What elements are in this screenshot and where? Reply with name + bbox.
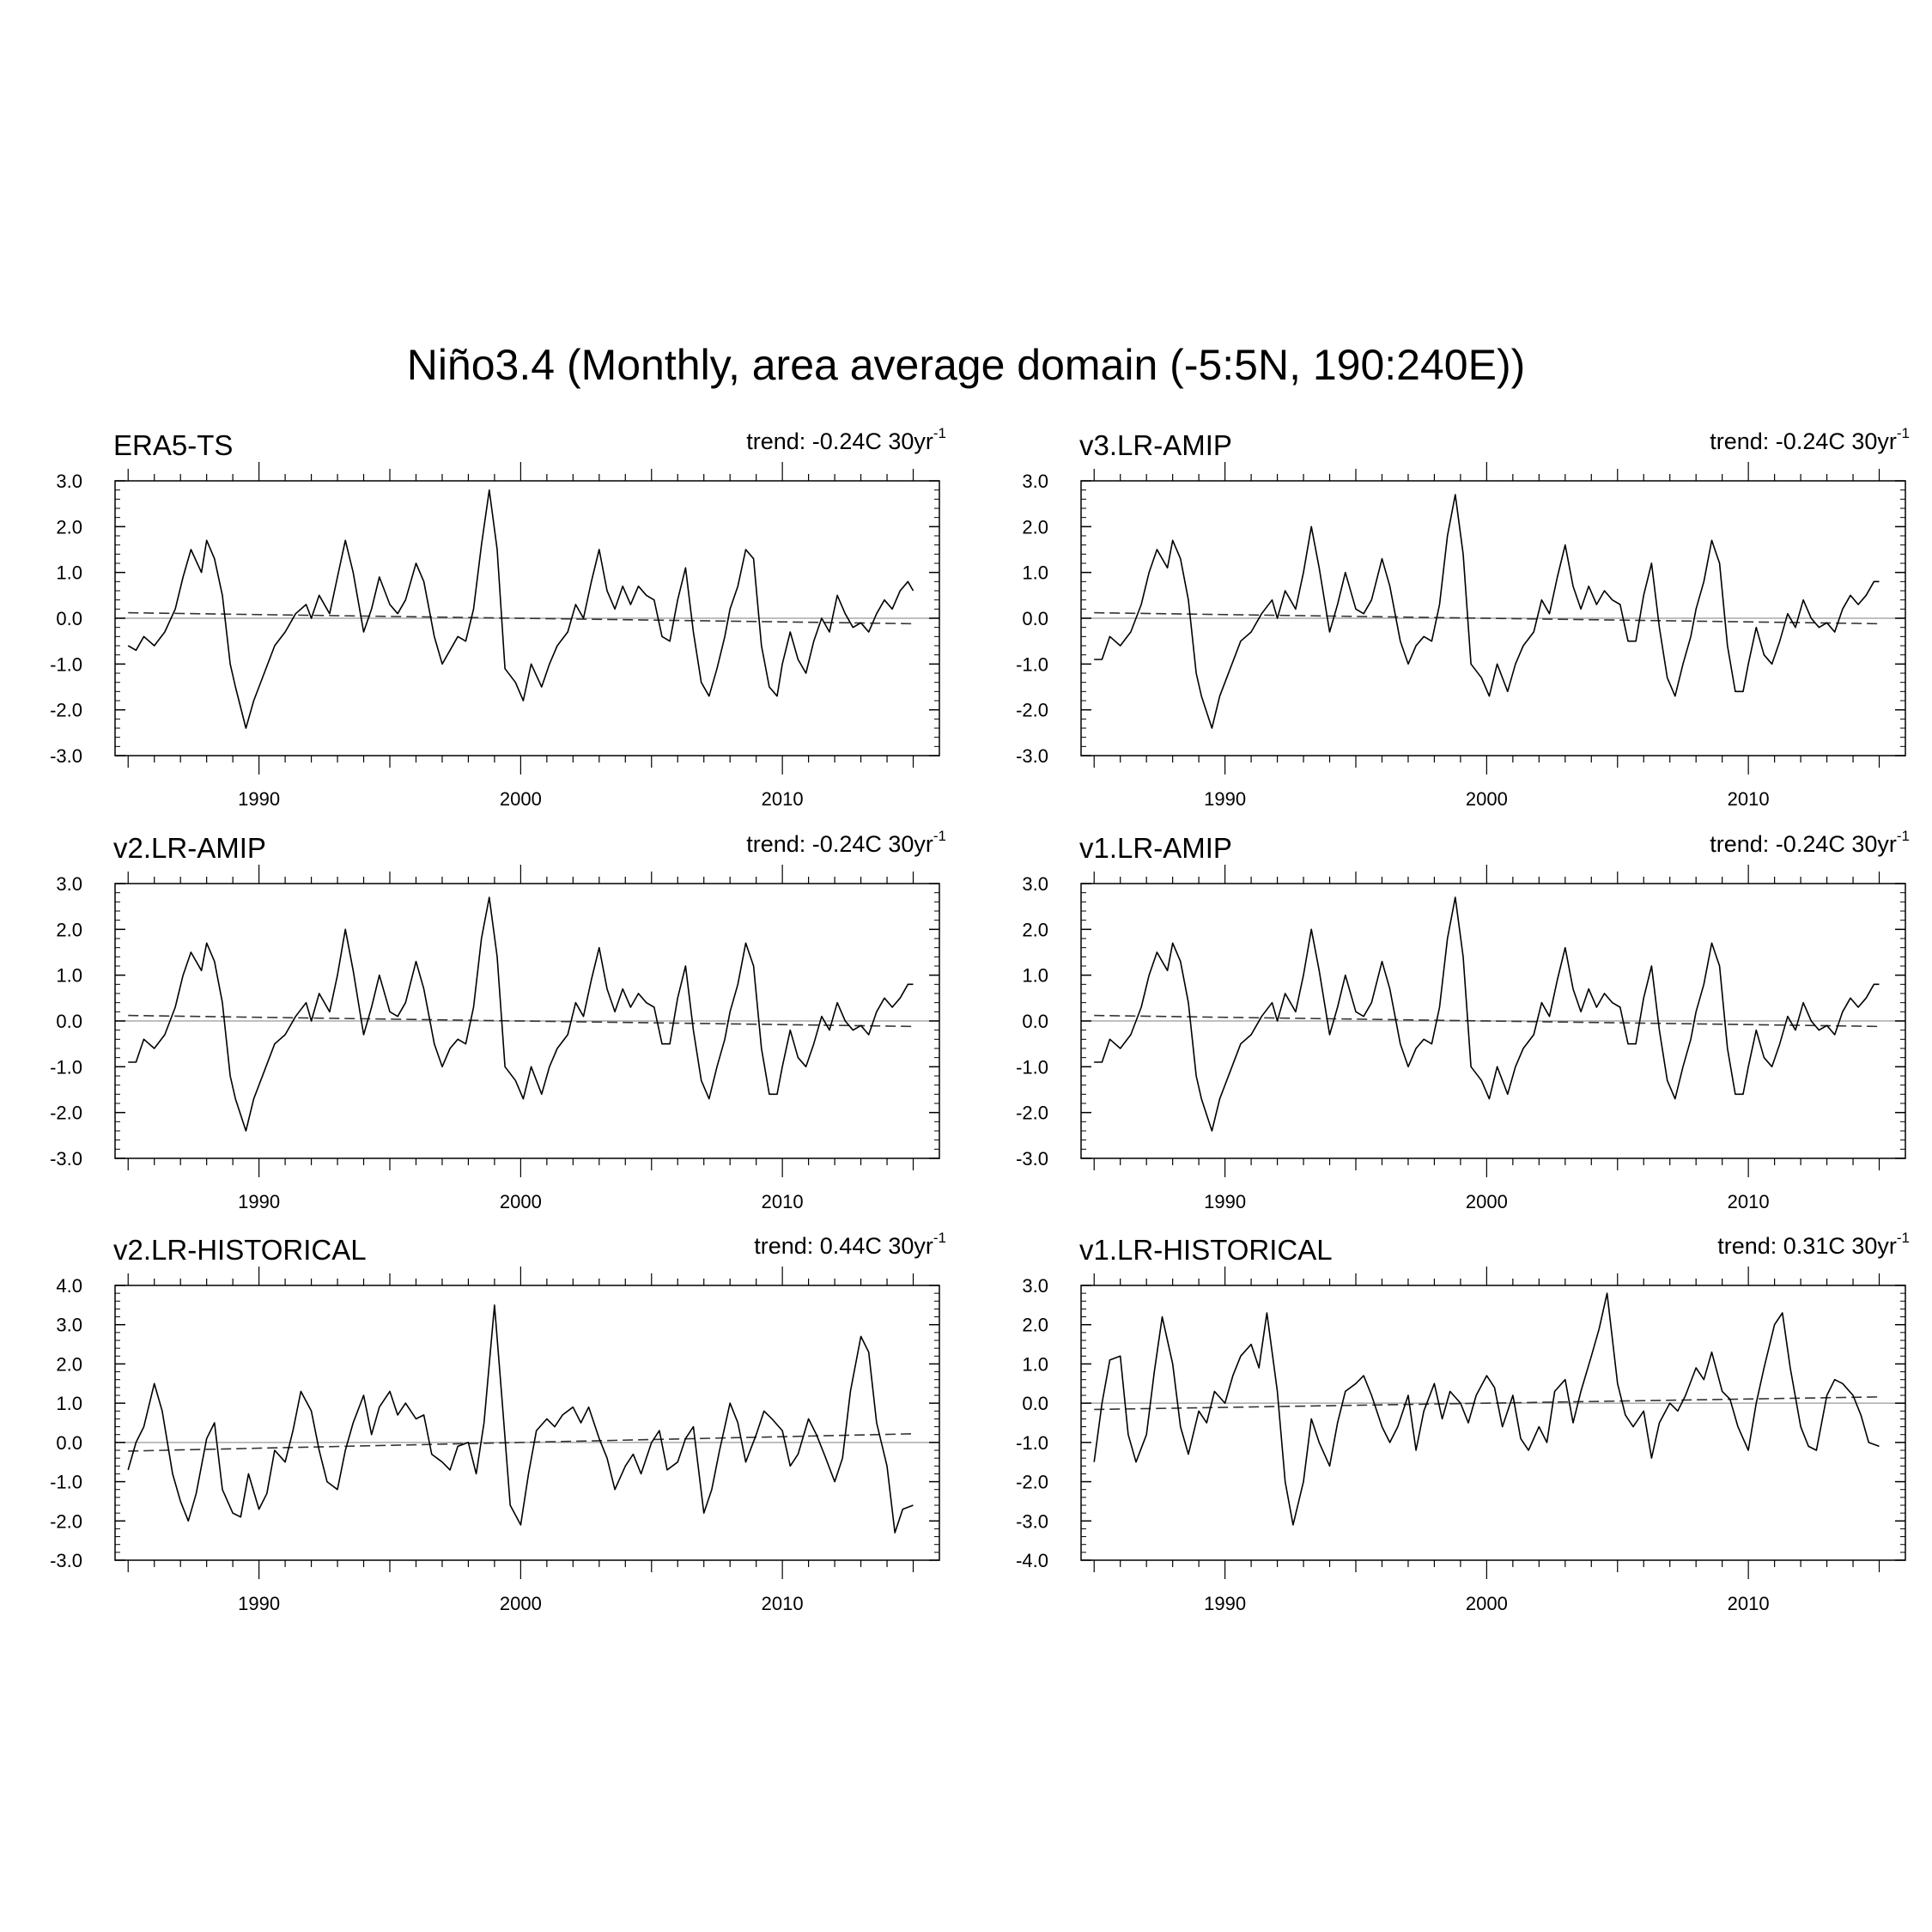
series-line (1094, 896, 1880, 1132)
y-tick-label: 1.0 (56, 562, 82, 584)
y-tick-label: 2.0 (1022, 919, 1048, 940)
panel-2: 3.0 2.0 1.0 0.0 -1.0 -2.0 -3.0 1990 2000 2010 (50, 865, 940, 1212)
y-tick-label: 2.0 (1022, 1315, 1048, 1336)
y-tick-label: -3.0 (50, 745, 82, 767)
panel-name-v3-lr-amip: v3.LR-AMIP (1079, 429, 1232, 461)
series-line (127, 489, 914, 729)
y-tick-label: 1.0 (1022, 562, 1048, 584)
x-tick-label: 2010 (762, 1191, 804, 1212)
y-tick-label: -2.0 (50, 1510, 82, 1532)
panel-trend-v2-lr-amip: trend: -0.24C 30yr-1 (746, 828, 946, 857)
figure-title: Niño3.4 (Monthly, area average domain (-… (406, 341, 1526, 389)
series-line (127, 1304, 914, 1534)
y-tick-label: 3.0 (56, 471, 82, 492)
y-tick-label: -1.0 (50, 1056, 82, 1078)
y-tick-label: 4.0 (56, 1275, 82, 1297)
y-tick-label: -2.0 (1016, 1472, 1048, 1493)
y-tick-label: 2.0 (56, 1353, 82, 1375)
y-tick-label: 3.0 (1022, 471, 1048, 492)
y-tick-label: -2.0 (1016, 700, 1048, 721)
y-tick-label: 3.0 (1022, 873, 1048, 895)
x-tick-label: 2000 (500, 788, 542, 810)
x-tick-label: 2010 (1728, 788, 1770, 810)
x-tick-label: 2000 (1466, 1191, 1508, 1212)
plot-frame (114, 1285, 940, 1561)
y-tick-label: 0.0 (1022, 608, 1048, 629)
trend-line (128, 1014, 914, 1028)
plot-frame (1080, 1285, 1906, 1561)
series-line (128, 896, 914, 1132)
panel-name-v2-lr-amip: v2.LR-AMIP (113, 832, 266, 864)
panel-trend-v1-lr-historical: trend: 0.31C 30yr-1 (1717, 1230, 1910, 1259)
x-tick-label: 1990 (1204, 1191, 1246, 1212)
y-tick-label: -2.0 (50, 1103, 82, 1124)
panel-name-v1-lr-amip: v1.LR-AMIP (1079, 832, 1232, 864)
y-tick-label: 0.0 (1022, 1393, 1048, 1414)
y-tick-label: 1.0 (56, 1393, 82, 1414)
y-tick-label: -2.0 (50, 700, 82, 721)
panel-1: 3.0 2.0 1.0 0.0 -1.0 -2.0 -3.0 1990 2000 2010 (1016, 462, 1906, 810)
panel-4: 4.0 3.0 2.0 1.0 0.0 -1.0 -2.0 -3.0 1990 2000 2010 (50, 1267, 940, 1614)
y-tick-label: 3.0 (56, 873, 82, 895)
series-line (1093, 1292, 1880, 1526)
x-tick-label: 1990 (238, 788, 280, 810)
y-tick-label: -1.0 (50, 653, 82, 675)
y-tick-label: 0.0 (56, 1432, 82, 1454)
x-tick-label: 2000 (500, 1593, 542, 1614)
trend-line (1094, 1014, 1880, 1028)
y-tick-label: 0.0 (56, 608, 82, 629)
y-tick-label: -3.0 (1016, 745, 1048, 767)
y-tick-label: 2.0 (1022, 516, 1048, 538)
y-tick-label: 2.0 (56, 919, 82, 940)
panel-5: 3.0 2.0 1.0 0.0 -1.0 -2.0 -3.0 -4.0 1990 2000 2010 (1016, 1267, 1906, 1614)
x-tick-label: 2000 (1466, 788, 1508, 810)
panel-trend-v2-lr-historical: trend: 0.44C 30yr-1 (754, 1230, 946, 1259)
x-tick-label: 2010 (1728, 1191, 1770, 1212)
y-tick-label: -1.0 (1016, 1432, 1048, 1454)
y-tick-label: 2.0 (56, 516, 82, 538)
panel-3: 3.0 2.0 1.0 0.0 -1.0 -2.0 -3.0 1990 2000 2010 (1016, 865, 1906, 1212)
y-tick-label: -3.0 (50, 1148, 82, 1170)
x-tick-label: 2000 (500, 1191, 542, 1212)
y-tick-label: -4.0 (1016, 1550, 1048, 1571)
trend-line (1094, 1396, 1880, 1411)
y-tick-label: -3.0 (1016, 1510, 1048, 1532)
series-line (1094, 494, 1880, 729)
y-tick-label: 0.0 (56, 1011, 82, 1032)
y-tick-label: 0.0 (1022, 1011, 1048, 1032)
x-tick-label: 2010 (1728, 1593, 1770, 1614)
x-tick-label: 1990 (1204, 1593, 1246, 1614)
y-tick-label: -3.0 (1016, 1148, 1048, 1170)
panel-0: 3.0 2.0 1.0 0.0 -1.0 -2.0 -3.0 1990 2000 2010 (50, 462, 940, 810)
x-tick-label: 1990 (1204, 788, 1246, 810)
y-tick-label: 1.0 (1022, 1353, 1048, 1375)
panel-name-v2-lr-historical: v2.LR-HISTORICAL (113, 1234, 367, 1266)
y-tick-label: -1.0 (1016, 653, 1048, 675)
x-tick-label: 1990 (238, 1593, 280, 1614)
y-tick-label: 3.0 (1022, 1275, 1048, 1297)
x-tick-label: 2000 (1466, 1593, 1508, 1614)
x-tick-label: 1990 (238, 1191, 280, 1212)
y-tick-label: 3.0 (56, 1315, 82, 1336)
panel-trend-v3-lr-amip: trend: -0.24C 30yr-1 (1710, 425, 1910, 454)
y-tick-label: -3.0 (50, 1550, 82, 1571)
y-tick-label: -2.0 (1016, 1103, 1048, 1124)
y-tick-label: -1.0 (50, 1472, 82, 1493)
y-tick-label: 1.0 (56, 965, 82, 987)
x-tick-label: 2010 (762, 1593, 804, 1614)
trend-line (1094, 611, 1880, 625)
panel-name-v1-lr-historical: v1.LR-HISTORICAL (1079, 1234, 1333, 1266)
trend-line (128, 1433, 914, 1452)
trend-line (128, 611, 914, 625)
x-tick-label: 2010 (762, 788, 804, 810)
panel-trend-v1-lr-amip: trend: -0.24C 30yr-1 (1710, 828, 1910, 857)
y-tick-label: -1.0 (1016, 1056, 1048, 1078)
panel-name-era5-ts: ERA5-TS (113, 429, 234, 461)
y-tick-label: 1.0 (1022, 965, 1048, 987)
panel-trend-era5-ts: trend: -0.24C 30yr-1 (746, 425, 946, 454)
